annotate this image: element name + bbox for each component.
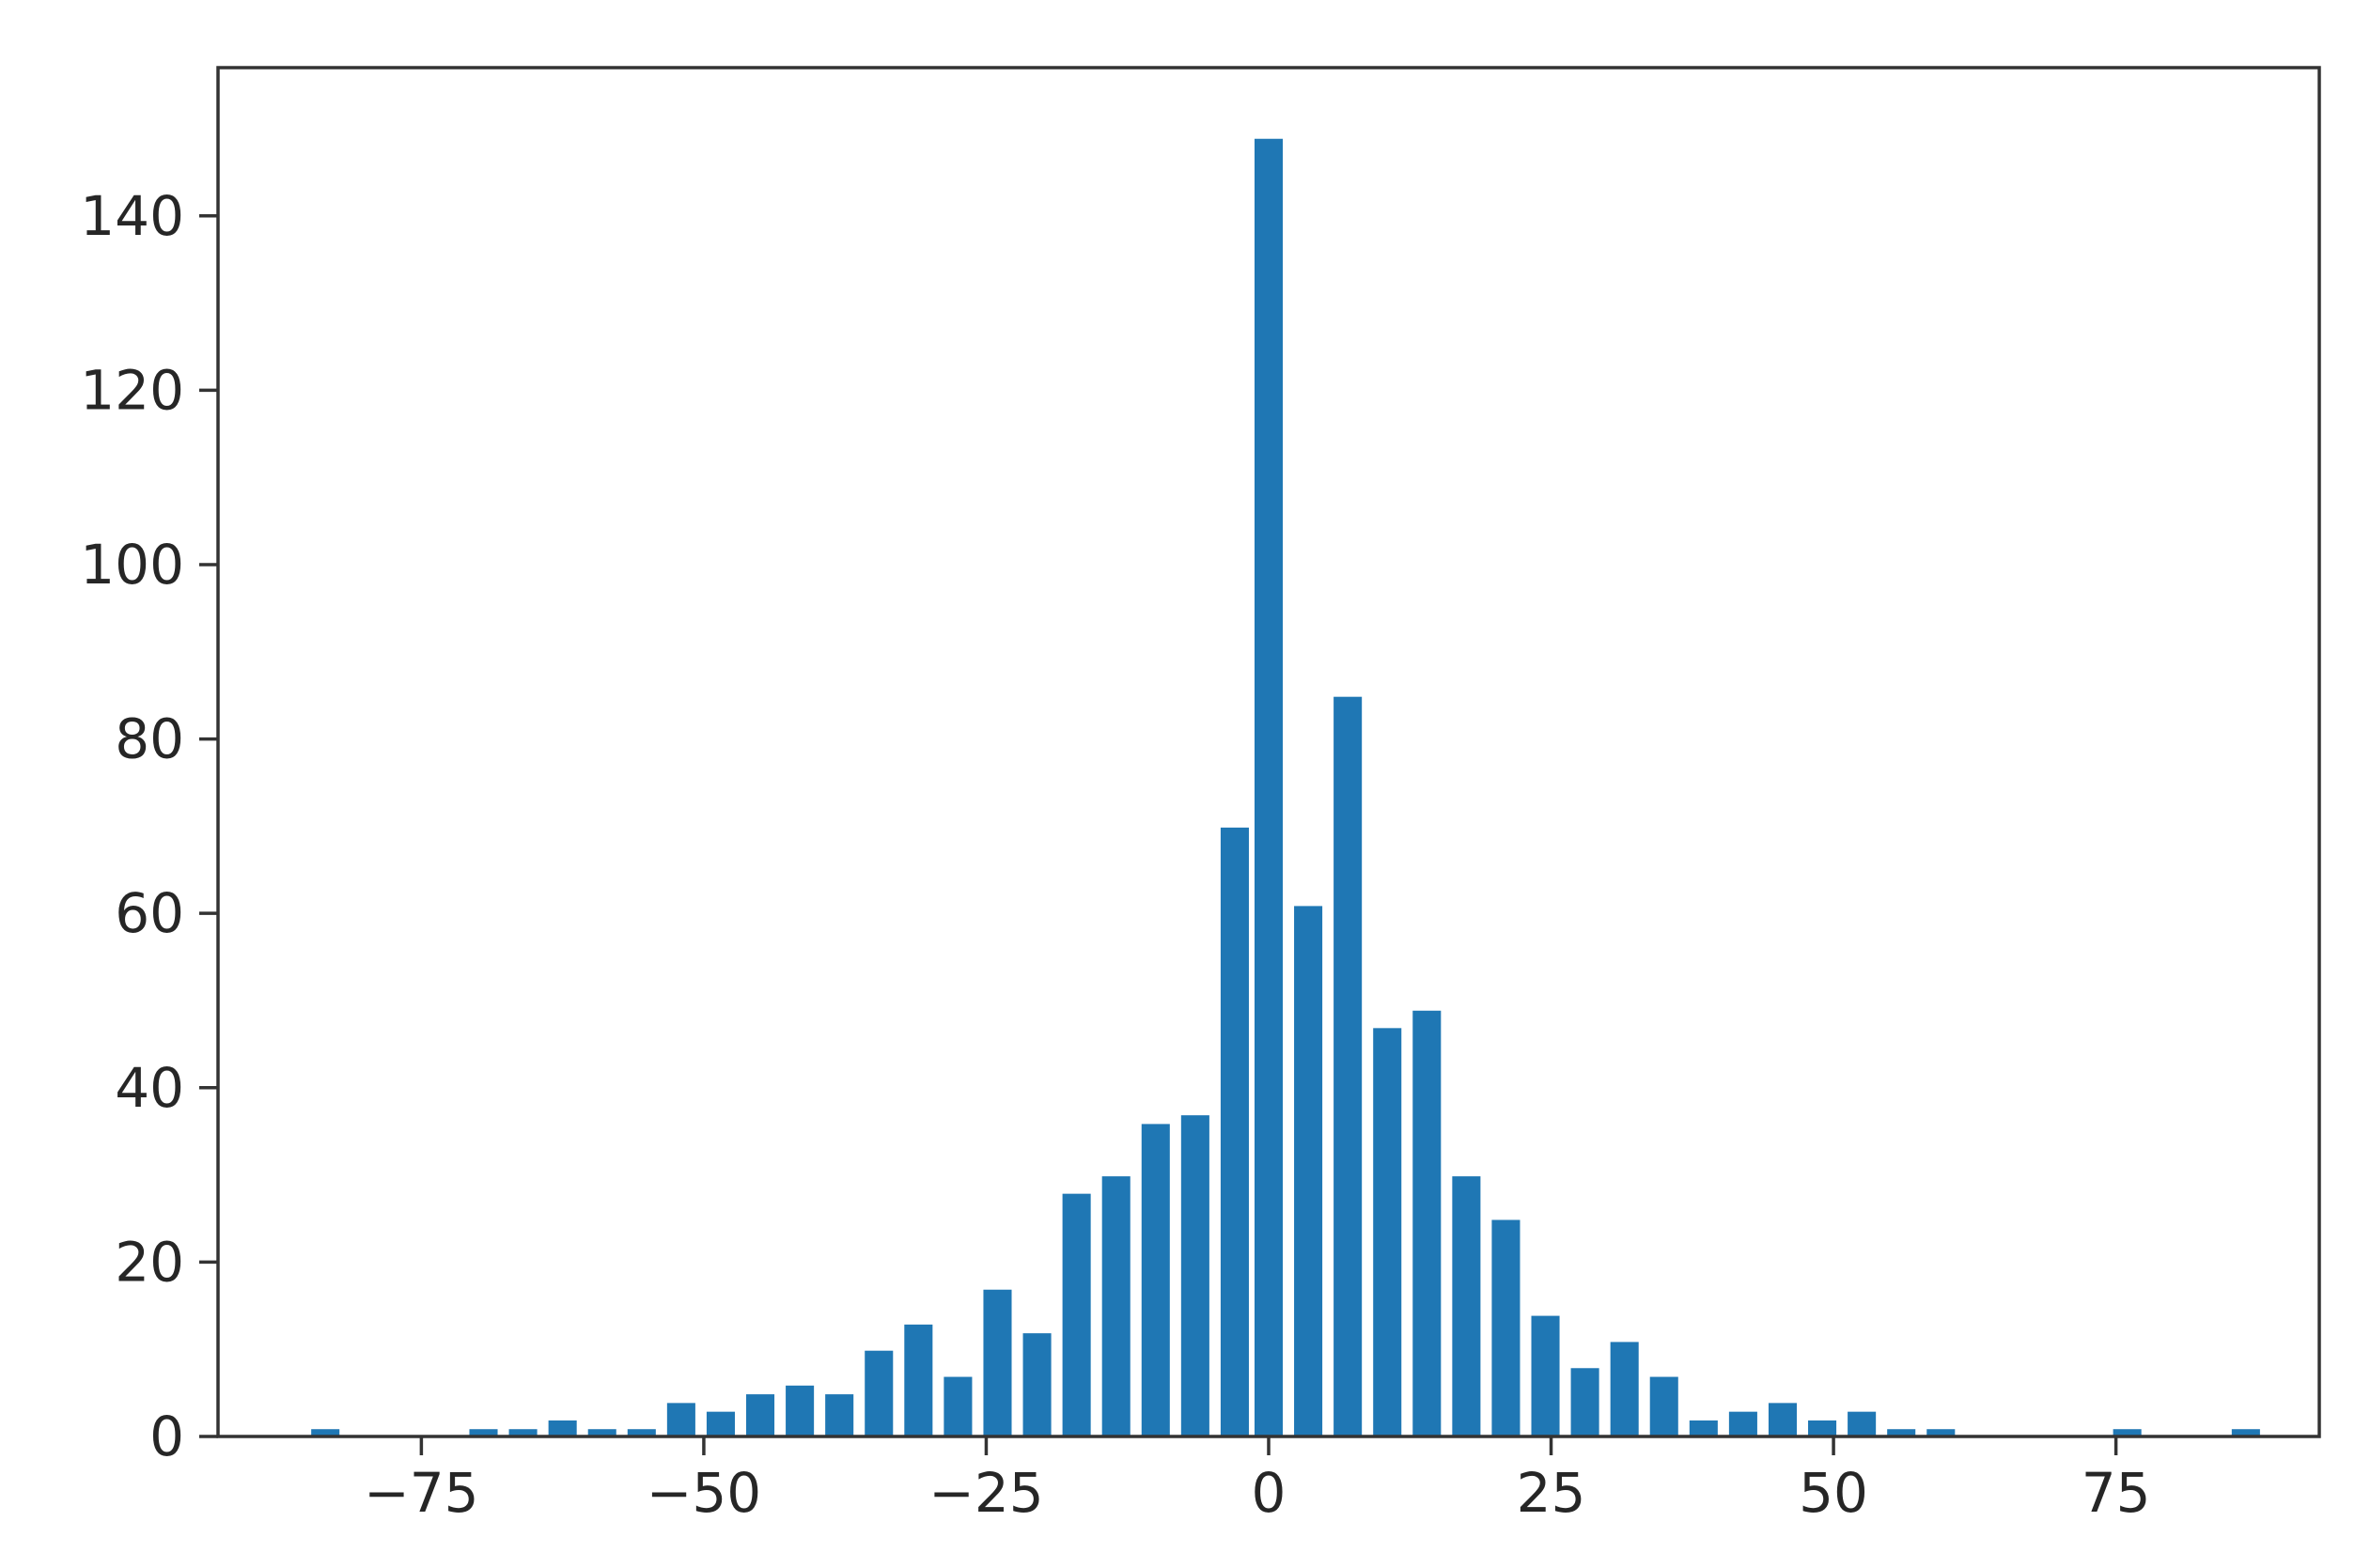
y-tick-label: 0 xyxy=(149,1405,184,1468)
bars-layer xyxy=(308,135,2263,1438)
y-tick-label: 80 xyxy=(115,707,184,771)
histogram-bar xyxy=(1217,824,1252,1438)
histogram-bar xyxy=(1059,1190,1094,1438)
histogram-bar xyxy=(862,1347,897,1438)
histogram-bar xyxy=(1607,1339,1642,1438)
histogram-bar xyxy=(1138,1121,1173,1438)
y-tick-label: 140 xyxy=(80,184,184,248)
histogram-bar xyxy=(663,1400,698,1438)
histogram-bar xyxy=(980,1286,1015,1438)
histogram-bar xyxy=(1099,1173,1133,1438)
histogram-bar xyxy=(703,1408,738,1438)
y-tick-label: 120 xyxy=(80,358,184,422)
histogram-bar xyxy=(743,1391,778,1438)
histogram-bar xyxy=(1845,1408,1879,1438)
y-tick-label: 20 xyxy=(115,1230,184,1294)
histogram-bar xyxy=(1725,1408,1760,1438)
histogram-bar xyxy=(545,1417,580,1438)
histogram-bar xyxy=(1765,1400,1801,1438)
histogram-bar xyxy=(1178,1112,1212,1438)
histogram-bar xyxy=(1646,1374,1681,1438)
histogram-bar xyxy=(941,1374,975,1438)
y-tick-label: 40 xyxy=(115,1056,184,1120)
histogram-bar xyxy=(901,1321,936,1438)
histogram-bar xyxy=(1805,1417,1840,1438)
histogram-bar xyxy=(1528,1312,1563,1438)
histogram-bar xyxy=(1449,1173,1484,1438)
x-tick-label: 50 xyxy=(1799,1461,1868,1525)
histogram-bar xyxy=(1410,1007,1444,1438)
axes-layer: −75 −50 −25 0 25 50 75 0 20 40 60 80 100 120 140 xyxy=(80,66,2321,1525)
y-tick-label: 60 xyxy=(115,881,184,945)
y-tick-label: 100 xyxy=(80,533,184,597)
x-tick-label: −50 xyxy=(647,1461,761,1525)
histogram-bar xyxy=(1291,903,1326,1438)
histogram-bar xyxy=(1489,1217,1523,1438)
x-tick-label: 25 xyxy=(1517,1461,1586,1525)
x-tick-label: −75 xyxy=(364,1461,478,1525)
histogram-bar xyxy=(1251,135,1287,1438)
histogram-bar xyxy=(1686,1417,1721,1438)
histogram-bar xyxy=(783,1382,818,1438)
histogram-bar xyxy=(1020,1330,1054,1438)
x-tick-label: −25 xyxy=(928,1461,1043,1525)
histogram-bar xyxy=(1331,693,1365,1438)
x-tick-label: 0 xyxy=(1252,1461,1287,1525)
histogram-bar xyxy=(822,1391,857,1438)
histogram-bar xyxy=(1567,1365,1602,1438)
x-tick-label: 75 xyxy=(2082,1461,2151,1525)
histogram-bar xyxy=(1370,1025,1405,1438)
